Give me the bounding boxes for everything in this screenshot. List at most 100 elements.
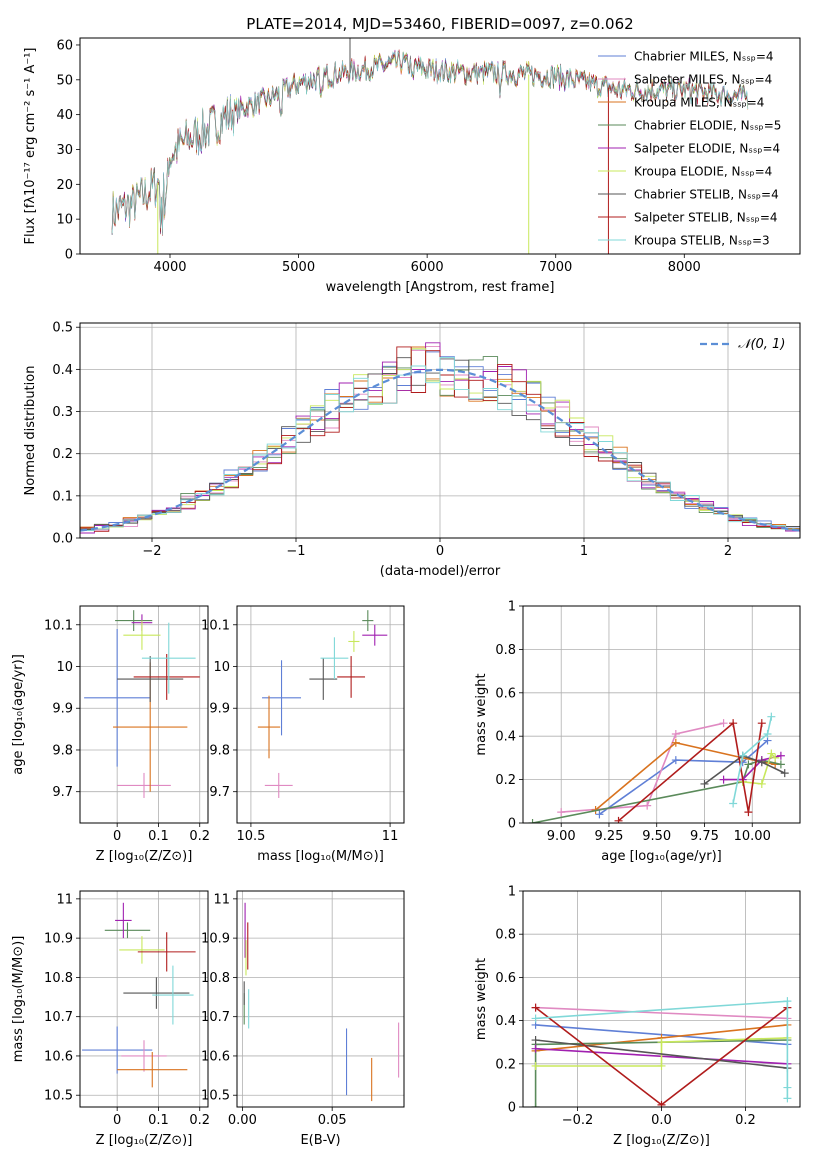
weight-marker bbox=[614, 816, 623, 823]
x-tick-label: 10.5 bbox=[236, 829, 265, 844]
axes-weight_vs_Z: −0.2 0.0 0.2 0 0.2 0.4 0.6 0.8 1 Z [log₁₀(Z/Z⊙)] m… bbox=[474, 885, 801, 1148]
y-tick-label: 0.8 bbox=[495, 643, 516, 658]
plot-area-weight_vs_Z bbox=[531, 997, 792, 1107]
weight-marker bbox=[557, 808, 566, 817]
plot-area-mass_vs_EBV bbox=[243, 902, 400, 1102]
weight-marker bbox=[757, 779, 766, 788]
weight-marker bbox=[729, 719, 738, 728]
weight-marker bbox=[767, 712, 776, 721]
y-tick-label: 10.8 bbox=[44, 971, 73, 986]
weight-marker bbox=[757, 758, 766, 767]
figure-title: PLATE=2014, MJD=53460, FIBERID=0097, z=0… bbox=[246, 15, 633, 33]
axes-mass_vs_Z: 0 0.1 0.2 10.5 10.6 10.7 10.8 10.9 11 Z [log₁₀(Z/… bbox=[11, 890, 210, 1148]
y-tick-label: 0.5 bbox=[52, 321, 73, 336]
axes-frame bbox=[236, 890, 405, 1108]
y-tick-label: 9.7 bbox=[209, 785, 230, 800]
y-tick-label: 10.7 bbox=[44, 1010, 73, 1025]
weight-line bbox=[732, 716, 773, 804]
weight-marker bbox=[531, 1103, 540, 1107]
axes-residuals: −2 −1 0 1 2 0.0 0.1 0.2 0.3 0.4 0.5 (data-model)/er… bbox=[23, 321, 801, 579]
y-tick-label: 10.6 bbox=[201, 1049, 230, 1064]
x-axis-label: wavelength [Angstrom, rest frame] bbox=[326, 280, 555, 295]
axes-age_vs_Z: 0 0.1 0.2 9.7 9.8 9.9 10 10.1 Z [log₁₀(Z/Z⊙)] age… bbox=[11, 605, 210, 864]
y-tick-label: 10.1 bbox=[44, 618, 73, 633]
weight-marker bbox=[757, 719, 766, 728]
weight-marker bbox=[657, 1100, 666, 1107]
x-tick-label: 0 bbox=[436, 544, 444, 559]
x-tick-label: 9.00 bbox=[547, 829, 576, 844]
x-tick-label: 8000 bbox=[668, 260, 701, 275]
spectrum-line bbox=[111, 50, 749, 235]
y-tick-label: 0.2 bbox=[495, 773, 516, 788]
axes-frame bbox=[79, 37, 801, 255]
weight-marker bbox=[531, 1044, 540, 1053]
y-tick-label: 9.9 bbox=[52, 702, 73, 717]
y-tick-label: 0.8 bbox=[495, 928, 516, 943]
weight-marker bbox=[671, 730, 680, 739]
legend-label: Salpeter STELIB, Nₛₛₚ=4 bbox=[634, 211, 778, 225]
weight-marker bbox=[531, 1036, 540, 1045]
axes-weight_vs_age: 9.00 9.25 9.50 9.75 10.00 0 0.2 0.4 0.6 0.8 1 age [… bbox=[474, 600, 801, 864]
y-tick-label: 0.1 bbox=[52, 489, 73, 504]
y-tick-label: 9.8 bbox=[52, 743, 73, 758]
x-axis-label: Z [log₁₀(Z/Z⊙)] bbox=[613, 1133, 710, 1148]
x-tick-label: −2 bbox=[142, 544, 161, 559]
x-tick-label: 7000 bbox=[539, 260, 572, 275]
weight-marker bbox=[738, 751, 747, 760]
y-tick-label: 0.6 bbox=[495, 686, 516, 701]
y-axis-label: age [log₁₀(age/yr)] bbox=[11, 654, 26, 775]
weight-marker bbox=[767, 749, 776, 758]
y-axis-label: mass weight bbox=[474, 958, 489, 1040]
weight-marker bbox=[783, 997, 792, 1006]
weight-line bbox=[535, 1000, 789, 1099]
plots-layer: 4000 5000 6000 7000 80000102030405060wavelen… bbox=[11, 37, 801, 1148]
weight-marker bbox=[744, 808, 753, 817]
y-tick-label: 1 bbox=[508, 885, 516, 900]
legend: Chabrier MILES, Nₛₛₚ=4 Salpeter MILES, Nₛ… bbox=[598, 50, 781, 248]
x-tick-label: 0.2 bbox=[189, 1113, 210, 1128]
axes-frame bbox=[79, 322, 801, 539]
weight-marker bbox=[643, 801, 652, 810]
plot-area-age_vs_mass bbox=[257, 610, 388, 798]
y-tick-label: 9.8 bbox=[209, 743, 230, 758]
y-tick-label: 10 bbox=[56, 660, 73, 675]
weight-marker bbox=[595, 810, 604, 819]
weight-marker bbox=[671, 738, 680, 747]
y-tick-label: 10.5 bbox=[44, 1089, 73, 1104]
weight-line bbox=[535, 1006, 788, 1020]
x-tick-label: 4000 bbox=[153, 260, 186, 275]
plot-area-residuals bbox=[80, 342, 800, 534]
y-tick-label: 0.2 bbox=[52, 447, 73, 462]
y-tick-label: 40 bbox=[56, 108, 73, 123]
y-tick-label: 10.9 bbox=[201, 932, 230, 947]
legend-label: Kroupa ELODIE, Nₛₛₚ=4 bbox=[634, 165, 772, 179]
weight-marker bbox=[671, 756, 680, 765]
axes-mass_vs_EBV: 0.00 0.05 10.5 10.6 10.7 10.8 10.9 11 E(B-V) bbox=[201, 890, 405, 1148]
axes-spectrum: 4000 5000 6000 7000 8000 0 10 20 30 40 50 60 wavelen… bbox=[23, 37, 801, 295]
y-tick-label: 60 bbox=[56, 38, 73, 53]
weight-line bbox=[598, 739, 769, 815]
axes-frame bbox=[236, 605, 405, 824]
weight-marker bbox=[771, 753, 780, 762]
legend-label: Salpeter ELODIE, Nₛₛₚ=4 bbox=[634, 142, 780, 156]
x-tick-label: 11 bbox=[382, 829, 399, 844]
y-tick-label: 0.0 bbox=[52, 532, 73, 547]
weight-marker bbox=[719, 775, 728, 784]
weight-marker bbox=[700, 779, 709, 788]
weight-line bbox=[535, 1039, 788, 1069]
weight-marker bbox=[657, 1061, 666, 1070]
weight-marker bbox=[763, 730, 772, 739]
axes-frame bbox=[79, 605, 209, 824]
x-tick-label: 1 bbox=[580, 544, 588, 559]
axes-frame bbox=[522, 890, 801, 1108]
weight-line bbox=[704, 754, 786, 785]
y-tick-label: 1 bbox=[508, 600, 516, 615]
axes-frame bbox=[522, 605, 801, 824]
y-tick-label: 0.4 bbox=[495, 730, 516, 745]
x-tick-label: 9.25 bbox=[594, 829, 623, 844]
y-tick-label: 0 bbox=[65, 248, 73, 263]
y-axis-label: Normed distribution bbox=[23, 366, 38, 496]
legend-label: Salpeter MILES, Nₛₛₚ=4 bbox=[634, 73, 772, 87]
weight-line bbox=[595, 741, 776, 811]
